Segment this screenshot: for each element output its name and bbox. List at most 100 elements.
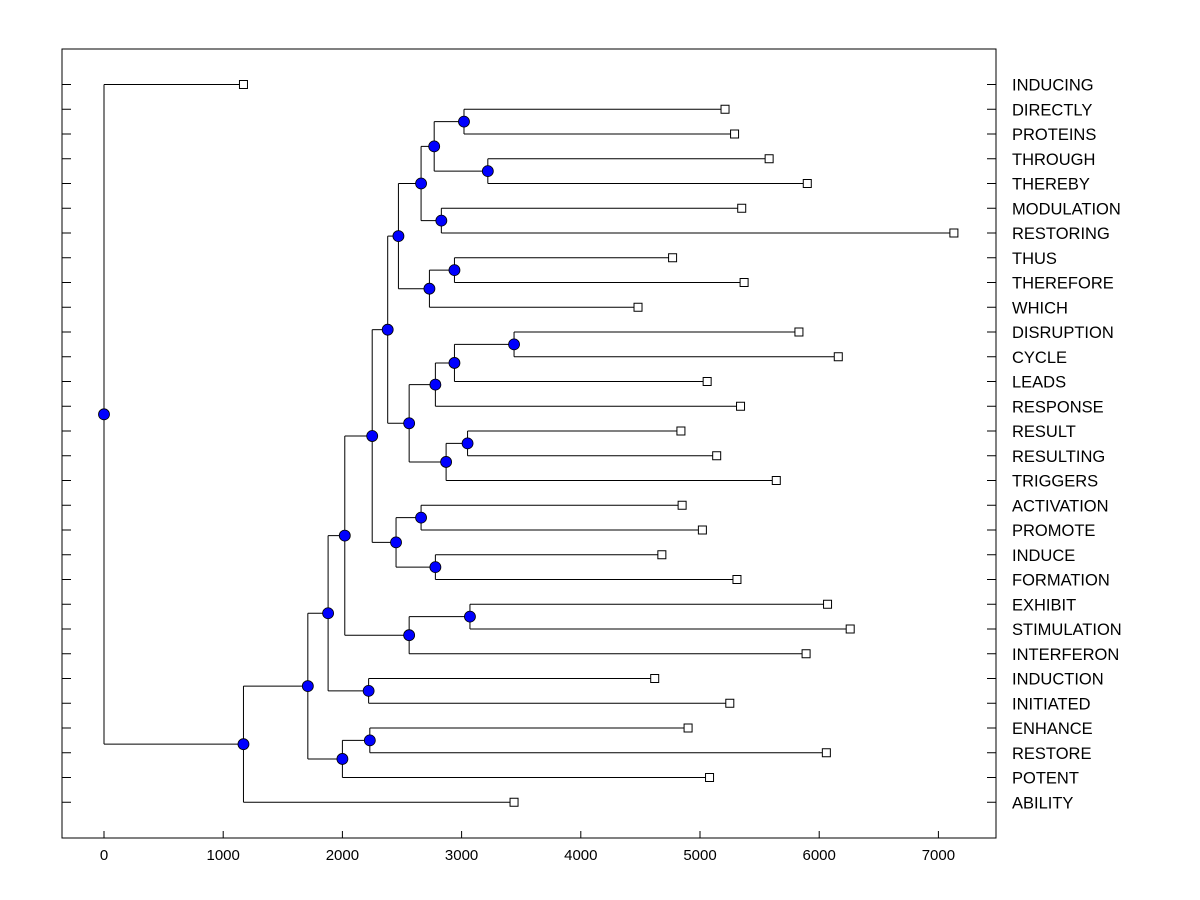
leaf-marker — [833, 352, 843, 362]
leaf-label: ABILITY — [1012, 794, 1073, 812]
cluster-node-marker — [508, 338, 520, 351]
leaf-marker — [794, 327, 804, 337]
plot-frame — [61, 48, 997, 839]
cluster-node-marker — [481, 165, 494, 178]
leaf-marker — [821, 748, 831, 758]
cluster-node-marker — [237, 738, 250, 751]
cluster-node-marker — [415, 511, 427, 524]
cluster-node-marker — [461, 437, 474, 450]
leaf-label: ACTIVATION — [1012, 497, 1109, 515]
leaf-label: PROMOTE — [1012, 522, 1095, 540]
leaf-marker — [705, 773, 715, 782]
leaf-marker — [949, 228, 959, 238]
leaf-marker — [736, 401, 746, 411]
leaf-label: INTERFERON — [1012, 646, 1119, 664]
leaf-marker — [802, 179, 812, 188]
cluster-node-marker — [390, 536, 402, 549]
cluster-node-marker — [381, 323, 394, 336]
leaf-marker — [676, 426, 686, 436]
cluster-node-marker — [392, 230, 405, 242]
leaf-label: CYCLE — [1012, 349, 1067, 367]
leaf-marker — [845, 624, 855, 634]
leaf-marker — [650, 674, 660, 683]
leaf-label: INDUCING — [1012, 77, 1094, 95]
cluster-node-marker — [362, 684, 375, 697]
leaf-marker — [823, 599, 833, 609]
leaf-marker — [737, 203, 747, 213]
cluster-node-marker — [429, 561, 442, 574]
leaf-label: RESTORING — [1012, 225, 1110, 243]
leaf-marker — [739, 278, 749, 287]
leaf-label: WHICH — [1012, 299, 1068, 317]
cluster-node-marker — [403, 629, 416, 642]
x-tick-label: 0 — [100, 847, 108, 864]
node-markers — [98, 115, 520, 765]
leaf-marker — [509, 797, 519, 807]
leaf-label: MODULATION — [1012, 200, 1121, 218]
leaf-marker — [668, 253, 678, 263]
x-tick-label: 7000 — [922, 847, 955, 864]
leaf-marker — [720, 104, 730, 114]
cluster-node-marker — [428, 140, 441, 153]
cluster-node-marker — [423, 282, 436, 295]
cluster-node-marker — [440, 456, 453, 468]
cluster-node-marker — [448, 357, 461, 369]
cluster-node-marker — [338, 529, 351, 542]
leaf-label: RESULT — [1012, 423, 1076, 441]
leaf-label: RESULTING — [1012, 448, 1105, 466]
leaf-marker — [712, 451, 722, 461]
leaf-label: THEREFORE — [1012, 275, 1114, 293]
cluster-node-marker — [429, 378, 442, 391]
leaf-labels: INDUCING DIRECTLY PROTEINS THROUGH THEREBY MO… — [1012, 77, 1122, 813]
leaf-label: RESPONSE — [1012, 398, 1104, 416]
leaf-label: THROUGH — [1012, 151, 1095, 169]
leaf-label: INDUCE — [1012, 547, 1075, 565]
cluster-node-marker — [322, 607, 334, 620]
leaf-marker — [702, 377, 712, 386]
leaf-label: THUS — [1012, 250, 1057, 268]
y-axis-ticks — [62, 84, 996, 803]
x-tick-label: 5000 — [683, 847, 716, 864]
leaf-label: TRIGGERS — [1012, 473, 1098, 491]
leaf-label: DIRECTLY — [1012, 101, 1092, 119]
leaf-label: ENHANCE — [1012, 720, 1093, 738]
leaf-markers — [238, 80, 959, 807]
cluster-node-marker — [98, 408, 110, 421]
cluster-node-marker — [458, 115, 470, 128]
cluster-node-marker — [403, 417, 416, 430]
leaf-marker — [697, 525, 707, 535]
leaf-marker — [657, 550, 667, 560]
leaf-label: PROTEINS — [1012, 126, 1096, 144]
leaf-marker — [725, 698, 735, 708]
x-tick-label: 2000 — [326, 847, 359, 864]
leaf-marker — [238, 80, 248, 89]
leaf-label: THEREBY — [1012, 176, 1090, 194]
cluster-node-marker — [415, 177, 427, 190]
x-tick-label: 3000 — [445, 847, 478, 864]
leaf-marker — [771, 476, 781, 485]
x-axis-ticks: 0 1000 2000 3000 4000 5000 6000 7000 — [100, 831, 955, 864]
leaf-marker — [683, 723, 693, 733]
leaf-marker — [677, 500, 687, 510]
x-tick-label: 6000 — [803, 847, 836, 864]
leaf-marker — [764, 154, 774, 164]
leaf-label: FORMATION — [1012, 572, 1110, 590]
leaf-label: INITIATED — [1012, 695, 1091, 713]
leaf-label: EXHIBIT — [1012, 596, 1076, 614]
leaf-label: RESTORE — [1012, 745, 1091, 763]
leaf-marker — [633, 302, 643, 312]
leaf-label: INDUCTION — [1012, 671, 1104, 689]
leaf-label: DISRUPTION — [1012, 324, 1114, 342]
leaf-label: LEADS — [1012, 374, 1066, 392]
cluster-node-marker — [435, 214, 448, 227]
cluster-node-marker — [363, 734, 376, 747]
leaf-marker — [801, 649, 811, 659]
cluster-node-marker — [336, 753, 349, 765]
x-tick-label: 4000 — [564, 847, 597, 864]
cluster-node-marker — [448, 264, 461, 277]
leaf-marker — [730, 129, 740, 139]
cluster-node-marker — [366, 430, 379, 442]
cluster-node-marker — [464, 610, 476, 623]
